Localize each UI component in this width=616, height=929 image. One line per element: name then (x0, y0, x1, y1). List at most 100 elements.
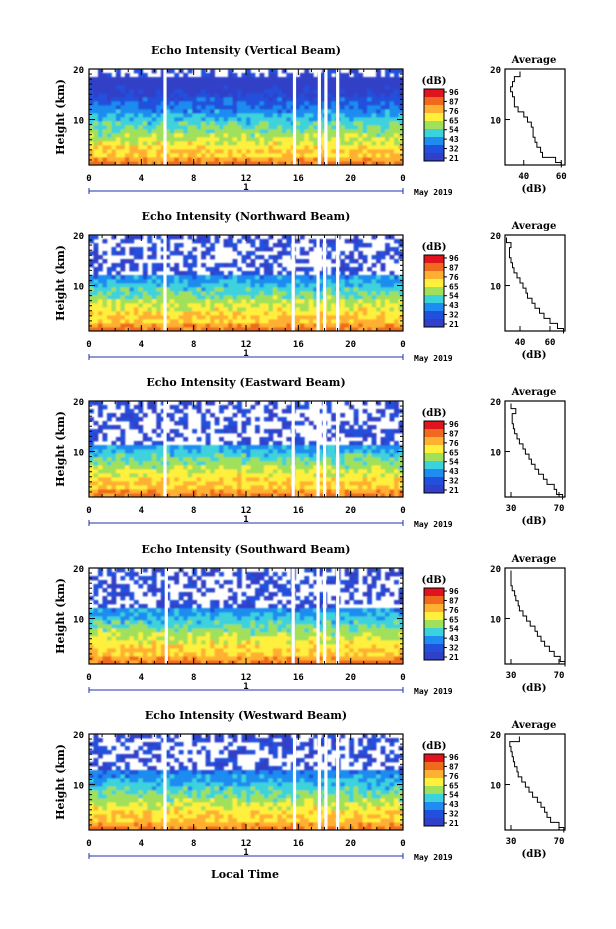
colorbar-unit: (dB) (422, 242, 447, 253)
profile-x-title: (dB) (522, 184, 547, 195)
panel-2: Echo Intensity (Northward Beam)2010Heigh… (54, 210, 566, 363)
data-gap (163, 235, 167, 331)
colorbar-tick-label: 87 (449, 762, 459, 771)
colorbar-tick-label: 96 (449, 254, 459, 263)
data-gap (323, 401, 327, 497)
colorbar-swatch (424, 311, 444, 320)
colorbar-swatch (424, 153, 444, 162)
date-label: 1 (243, 183, 248, 193)
colorbar-tick-label: 54 (449, 292, 459, 301)
y-tick-label: 10 (73, 283, 84, 293)
profile-title: Average (511, 221, 557, 232)
colorbar-tick-label: 32 (449, 644, 459, 653)
panel-title: Echo Intensity (Westward Beam) (145, 709, 347, 722)
x-tick-label: 0 (86, 673, 91, 683)
date-label: 1 (243, 848, 248, 858)
colorbar-tick-label: 43 (449, 467, 459, 476)
colorbar-swatch (424, 802, 444, 811)
profile-x-tick-label: 40 (515, 338, 526, 348)
colorbar-swatch (424, 421, 444, 430)
colorbar-tick-label: 76 (449, 273, 459, 282)
colorbar-frame (423, 753, 445, 827)
profile-title: Average (511, 387, 557, 398)
profile-x-title: (dB) (522, 516, 547, 527)
profile-x-title: (dB) (522, 683, 547, 694)
colorbar-swatch (424, 319, 444, 328)
x-tick-label: 20 (345, 174, 356, 184)
profile-x-tick-label: 40 (518, 172, 529, 182)
colorbar-swatch (424, 129, 444, 138)
colorbar-tick-label: 32 (449, 477, 459, 486)
x-tick-label: 12 (241, 839, 252, 849)
heatmap-cells (89, 734, 404, 831)
data-gap (292, 69, 297, 165)
colorbar-tick-label: 54 (449, 458, 459, 467)
colorbar-tick-label: 54 (449, 126, 459, 135)
data-gap (291, 235, 295, 331)
x-tick-label: 4 (139, 506, 145, 516)
x-tick-label: 20 (345, 673, 356, 683)
profile-line (506, 237, 564, 334)
profile-line (509, 736, 565, 833)
colorbar-swatch (424, 644, 444, 653)
colorbar-tick-label: 43 (449, 800, 459, 809)
colorbar-tick-label: 32 (449, 311, 459, 320)
data-gap (324, 69, 328, 165)
colorbar-frame (423, 254, 445, 328)
x-tick-label: 16 (293, 174, 304, 184)
x-tick-label: 0 (400, 174, 405, 184)
colorbar-tick-label: 87 (449, 97, 459, 106)
y-tick-label: 10 (73, 616, 84, 626)
profile-x-title: (dB) (522, 849, 547, 860)
colorbar-tick-label: 43 (449, 135, 459, 144)
x-tick-label: 8 (191, 673, 196, 683)
profile-x-tick-label: 60 (545, 338, 556, 348)
x-tick-label: 4 (139, 174, 145, 184)
profile-y-tick-label: 20 (490, 398, 501, 408)
data-gap (336, 568, 340, 664)
x-tick-label: 0 (86, 506, 91, 516)
colorbar-tick-label: 65 (449, 781, 459, 790)
x-tick-label: 20 (345, 506, 356, 516)
colorbar-swatch (424, 786, 444, 795)
profile-y-tick-label: 10 (490, 616, 501, 626)
colorbar-swatch (424, 271, 444, 280)
colorbar-swatch (424, 287, 444, 296)
data-gap (323, 568, 327, 664)
heatmap-cells (89, 401, 404, 498)
x-tick-label: 0 (400, 340, 405, 350)
colorbar-swatch (424, 113, 444, 122)
panel-3: Echo Intensity (Eastward Beam)2010Height… (54, 376, 566, 529)
x-tick-label: 16 (293, 839, 304, 849)
colorbar-swatch (424, 762, 444, 771)
colorbar-frame (423, 587, 445, 661)
profile-x-tick-label: 70 (554, 671, 565, 681)
colorbar-tick-label: 76 (449, 772, 459, 781)
y-axis-title: Height (km) (54, 744, 67, 820)
colorbar-swatch (424, 453, 444, 462)
y-tick-label: 10 (73, 449, 84, 459)
data-gap (163, 734, 167, 830)
y-axis-title: Height (km) (54, 578, 67, 654)
profile-frame (504, 567, 566, 665)
profile-x-tick-label: 30 (506, 837, 517, 847)
colorbar-tick-label: 21 (449, 154, 459, 163)
colorbar-swatch (424, 445, 444, 454)
x-tick-label: 0 (400, 506, 405, 516)
colorbar-swatch (424, 461, 444, 470)
profile-title: Average (511, 55, 557, 66)
colorbar-swatch (424, 137, 444, 146)
panel-title: Echo Intensity (Eastward Beam) (146, 376, 345, 389)
y-tick-label: 20 (73, 731, 84, 741)
colorbar-unit: (dB) (422, 741, 447, 752)
data-gap (317, 734, 321, 830)
data-gap (324, 734, 328, 830)
profile-y-tick-label: 20 (490, 731, 501, 741)
x-tick-label: 20 (345, 839, 356, 849)
x-tick-label: 4 (139, 340, 145, 350)
x-tick-label: 16 (293, 506, 304, 516)
colorbar-tick-label: 65 (449, 448, 459, 457)
profile-x-tick-label: 30 (506, 671, 517, 681)
data-gap (316, 401, 320, 497)
